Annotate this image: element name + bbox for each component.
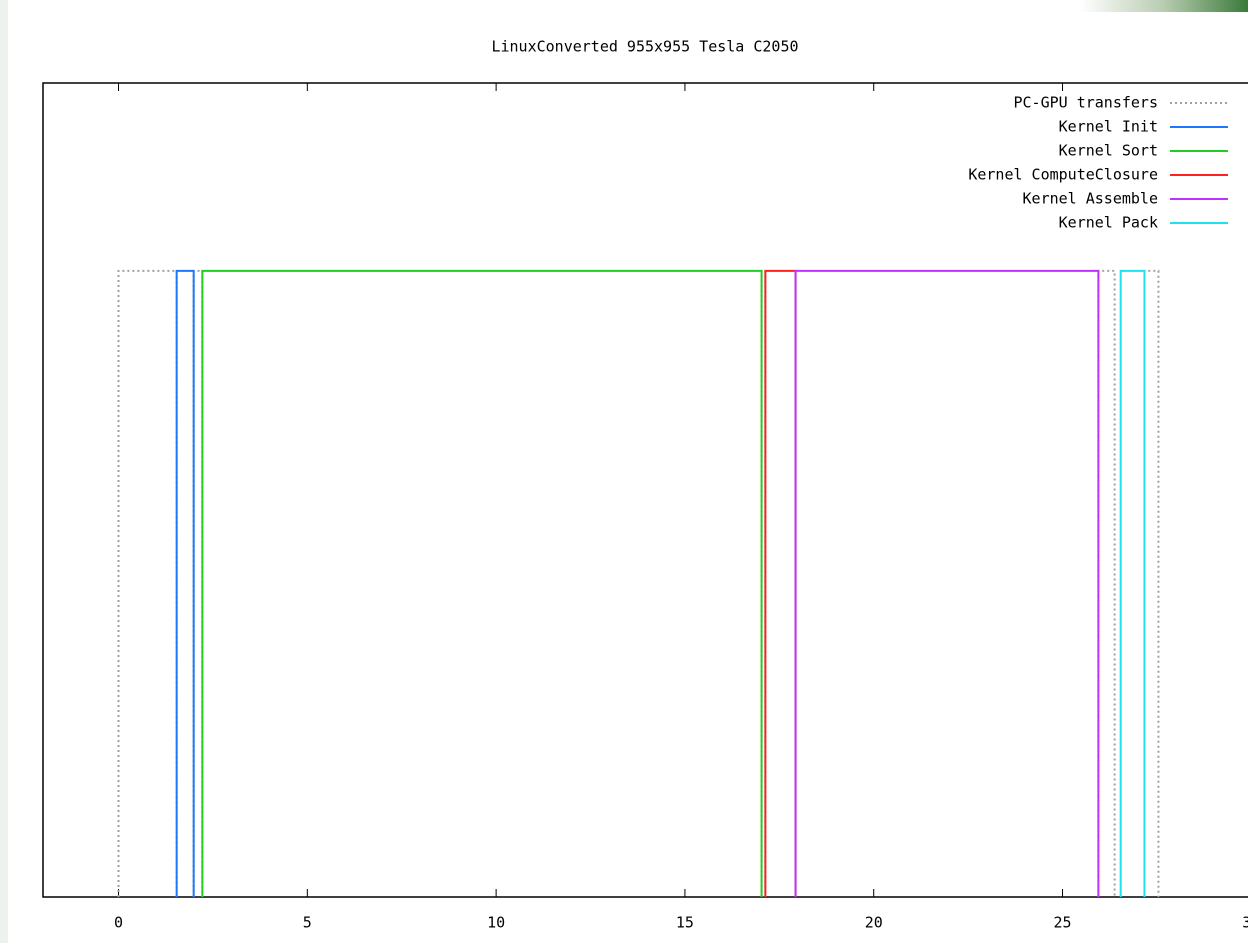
x-tick-label: 10 bbox=[487, 914, 505, 932]
x-tick-label: 25 bbox=[1053, 914, 1071, 932]
x-tick-label: 20 bbox=[865, 914, 883, 932]
series-line bbox=[794, 269, 1100, 897]
decoration bbox=[1080, 0, 1248, 12]
series-line bbox=[117, 269, 1160, 897]
x-tick-label: 15 bbox=[676, 914, 694, 932]
legend-label: Kernel Pack bbox=[1059, 214, 1158, 232]
x-tick-label: 0 bbox=[114, 914, 123, 932]
series-line bbox=[175, 269, 195, 897]
series-line bbox=[764, 269, 797, 897]
plot-frame bbox=[42, 82, 1248, 898]
legend-label: PC-GPU transfers bbox=[1014, 94, 1159, 112]
chart-title: LinuxConverted 955x955 Tesla C2050 bbox=[491, 38, 798, 56]
series-line bbox=[201, 269, 763, 897]
legend-label: Kernel Assemble bbox=[1023, 190, 1158, 208]
series-line bbox=[1119, 269, 1146, 897]
legend-label: Kernel Sort bbox=[1059, 142, 1158, 160]
x-tick-label: 5 bbox=[303, 914, 312, 932]
legend-label: Kernel Init bbox=[1059, 118, 1158, 136]
x-tick-label: 30 bbox=[1242, 914, 1248, 932]
decoration bbox=[0, 0, 8, 943]
legend-label: Kernel ComputeClosure bbox=[968, 166, 1158, 184]
